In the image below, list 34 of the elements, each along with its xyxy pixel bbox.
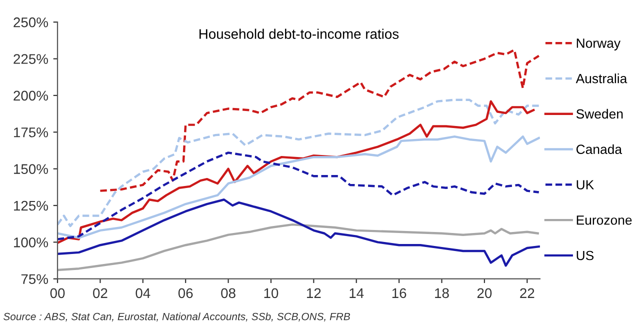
y-tick-label: 100% xyxy=(14,238,48,248)
x-tick-label: 04 xyxy=(136,288,150,298)
x-tick-label: 22 xyxy=(520,288,534,298)
x-tick-label: 14 xyxy=(350,288,364,298)
line-series xyxy=(58,223,539,272)
x-tick-label: 18 xyxy=(435,288,449,298)
x-tick-label: 20 xyxy=(477,288,492,298)
legend-label: US xyxy=(576,250,594,260)
x-tick-label: 12 xyxy=(307,288,321,298)
legend-label: Australia xyxy=(576,74,628,84)
legend-label: Canada xyxy=(576,144,622,154)
x-tick-label: 08 xyxy=(221,288,236,298)
line-series xyxy=(58,135,540,239)
x-tick-label: 00 xyxy=(50,288,65,298)
line-series xyxy=(58,152,540,240)
x-tick-label: 06 xyxy=(178,288,193,298)
legend-label: Sweden xyxy=(576,108,623,119)
y-tick-label: 150% xyxy=(14,164,48,174)
legend-label: Eurozone xyxy=(576,216,632,225)
legend-label: UK xyxy=(576,180,594,190)
y-tick-label: 125% xyxy=(14,200,48,211)
y-tick-label: 250% xyxy=(14,17,48,28)
chart-title: Household debt-to-income ratios xyxy=(200,28,399,39)
x-tick-label: 02 xyxy=(93,288,108,298)
x-tick-label: 16 xyxy=(392,288,406,298)
line-series xyxy=(99,48,540,192)
legend-label: Norway xyxy=(576,38,621,50)
y-tick-label: 75% xyxy=(21,274,48,284)
y-tick-label: 200% xyxy=(14,90,48,101)
y-tick-label: 225% xyxy=(14,54,48,64)
source-note: Source : ABS, Stat Can, Eurostat, National Accounts, SSb, SCB,ONS, FRB xyxy=(3,312,350,322)
line-series xyxy=(58,198,540,267)
x-tick-label: 10 xyxy=(264,288,278,298)
y-tick-label: 175% xyxy=(14,128,48,138)
